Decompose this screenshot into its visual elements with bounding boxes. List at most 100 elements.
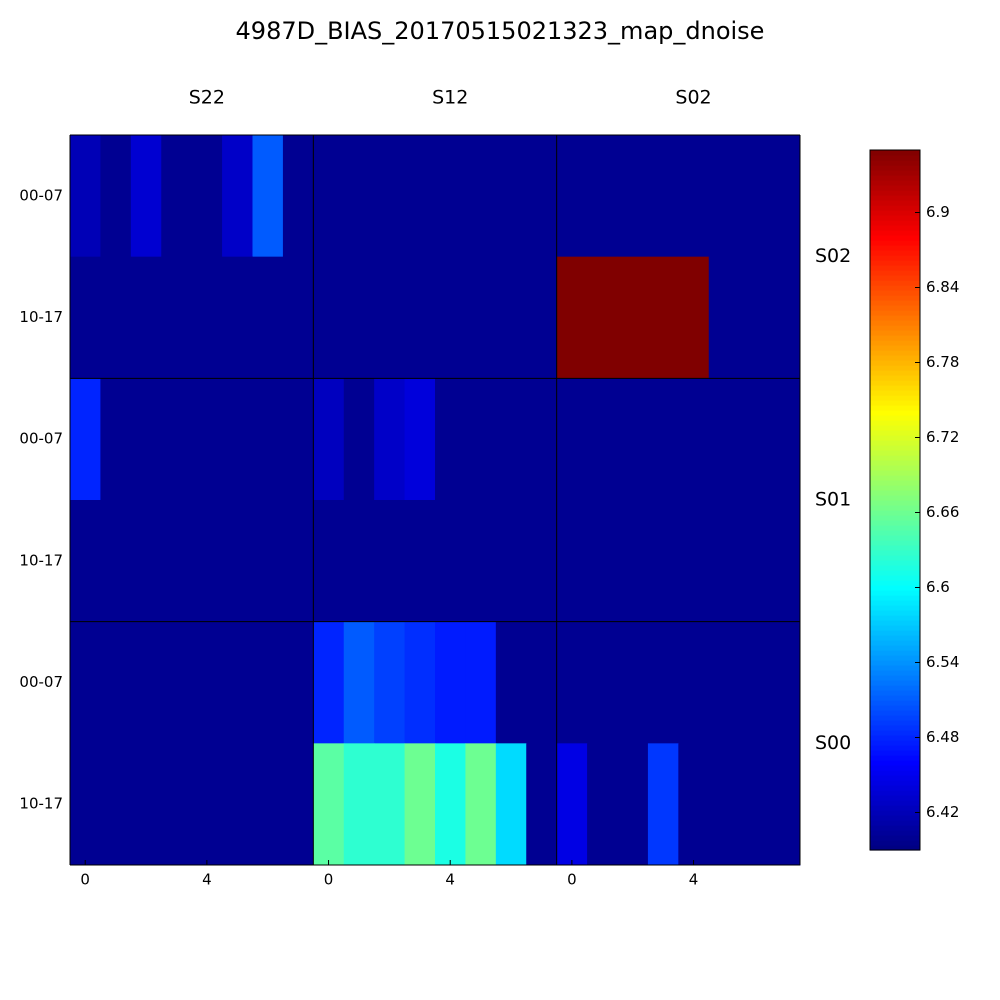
colorbar-swatch [870, 345, 920, 351]
y-tick-label: 00-07 [19, 430, 63, 448]
colorbar-swatch [870, 200, 920, 206]
colorbar-swatch [870, 720, 920, 726]
colorbar-swatch [870, 320, 920, 326]
colorbar-swatch [870, 285, 920, 291]
colorbar-swatch [870, 325, 920, 331]
heatmap-cell [282, 256, 314, 379]
heatmap-cell [495, 621, 527, 744]
colorbar-swatch [870, 755, 920, 761]
heatmap-cell [191, 256, 223, 379]
y-tick-label: 00-07 [19, 186, 63, 204]
colorbar-swatch [870, 665, 920, 671]
colorbar-swatch [870, 600, 920, 606]
colorbar-swatch [870, 330, 920, 336]
colorbar-swatch [870, 680, 920, 686]
colorbar-swatch [870, 515, 920, 521]
y-tick-label: 00-07 [19, 673, 63, 691]
heatmap-cell [130, 378, 162, 501]
colorbar-swatch [870, 475, 920, 481]
heatmap-cell [465, 743, 497, 866]
colorbar-swatch [870, 190, 920, 196]
heatmap-cell [617, 621, 649, 744]
colorbar-swatch [870, 430, 920, 436]
colorbar-tick-label: 6.42 [926, 803, 959, 821]
colorbar-swatch [870, 770, 920, 776]
heatmap-cell [70, 621, 101, 744]
colorbar-swatch [870, 440, 920, 446]
colorbar-swatch [870, 705, 920, 711]
heatmap-cell [282, 378, 314, 501]
colorbar-swatch [870, 340, 920, 346]
colorbar-swatch [870, 375, 920, 381]
colorbar-tick-label: 6.54 [926, 653, 959, 671]
heatmap-cell [647, 378, 679, 501]
heatmap-cell [222, 378, 253, 501]
colorbar-swatch [870, 235, 920, 241]
colorbar-swatch [870, 425, 920, 431]
heatmap-cell [130, 621, 162, 744]
heatmap-cell [282, 621, 314, 744]
heatmap-cell [617, 135, 649, 258]
colorbar-swatch [870, 595, 920, 601]
colorbar-swatch [870, 270, 920, 276]
heatmap-cell [526, 135, 558, 258]
colorbar-swatch [870, 245, 920, 251]
colorbar-swatch [870, 510, 920, 516]
x-tick-label: 4 [689, 871, 699, 889]
x-tick-label: 4 [202, 871, 212, 889]
heatmap-cell [769, 135, 801, 258]
heatmap-cell [647, 500, 679, 623]
colorbar-swatch [870, 505, 920, 511]
colorbar-swatch [870, 630, 920, 636]
y-tick-label: 10-17 [19, 308, 63, 326]
heatmap-cell [495, 743, 527, 866]
heatmap-cell [252, 743, 284, 866]
heatmap-cell [282, 743, 314, 866]
colorbar-swatch [870, 565, 920, 571]
heatmap-cell [252, 378, 284, 501]
heatmap-cell [587, 378, 618, 501]
chart-title: 4987D_BIAS_20170515021323_map_dnoise [236, 17, 765, 45]
colorbar-swatch [870, 845, 920, 851]
colorbar-swatch [870, 800, 920, 806]
heatmap-cell [739, 256, 771, 379]
heatmap-cell [404, 621, 436, 744]
colorbar-tick-label: 6.48 [926, 728, 959, 746]
colorbar-swatch [870, 715, 920, 721]
heatmap-cell [435, 500, 466, 623]
colorbar-swatch [870, 670, 920, 676]
heatmap-cell [678, 500, 710, 623]
heatmap-cell [100, 256, 132, 379]
colorbar-swatch [870, 650, 920, 656]
colorbar-swatch [870, 405, 920, 411]
colorbar-tick-label: 6.78 [926, 353, 959, 371]
heatmap-cell [252, 256, 284, 379]
colorbar-swatch [870, 490, 920, 496]
heatmap-cell [343, 256, 375, 379]
heatmap-cell [70, 135, 101, 258]
colorbar-swatch [870, 180, 920, 186]
heatmap-cell [465, 621, 497, 744]
heatmap-cell [739, 135, 771, 258]
colorbar-swatch [870, 775, 920, 781]
heatmap-cell [343, 135, 375, 258]
colorbar-swatch [870, 520, 920, 526]
colorbar-swatch [870, 815, 920, 821]
colorbar-swatch [870, 825, 920, 831]
heatmap-cell [70, 500, 101, 623]
colorbar-swatch [870, 550, 920, 556]
y-tick-label: 10-17 [19, 551, 63, 569]
x-tick-label: 0 [80, 871, 90, 889]
heatmap-cell [526, 743, 558, 866]
colorbar-swatch [870, 410, 920, 416]
colorbar-swatch [870, 415, 920, 421]
colorbar-swatch [870, 385, 920, 391]
heatmap-cell [465, 256, 497, 379]
heatmap-cell [435, 256, 466, 379]
heatmap-cell [161, 621, 193, 744]
colorbar-swatch [870, 685, 920, 691]
colorbar-swatch [870, 590, 920, 596]
colorbar-swatch [870, 195, 920, 201]
colorbar-swatch [870, 230, 920, 236]
heatmap-cell [678, 256, 710, 379]
